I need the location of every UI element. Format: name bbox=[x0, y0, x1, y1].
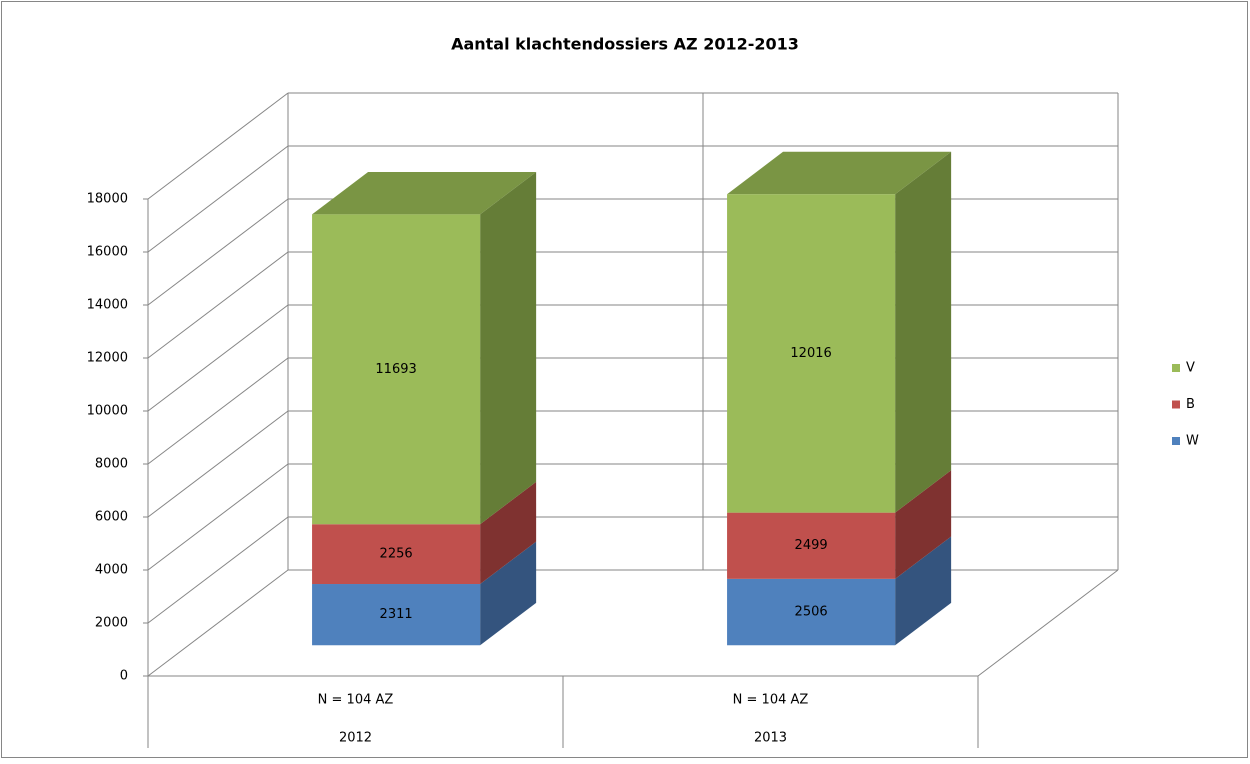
y-tick-label: 8000 bbox=[95, 457, 128, 472]
bar-top bbox=[727, 151, 952, 195]
chart-title: Aantal klachtendossiers AZ 2012-2013 bbox=[451, 35, 799, 54]
bar-side bbox=[895, 470, 952, 579]
wall-edge bbox=[977, 569, 1119, 677]
data-label: 2311 bbox=[380, 607, 413, 622]
y-tick-label: 18000 bbox=[87, 192, 128, 207]
bar-side bbox=[895, 151, 952, 513]
bar bbox=[312, 584, 481, 646]
x-subcategory-label: N = 104 AZ bbox=[733, 693, 809, 708]
data-label: 11693 bbox=[375, 362, 416, 377]
bar-side bbox=[480, 541, 537, 646]
data-label: 2499 bbox=[795, 538, 828, 553]
bar-top bbox=[312, 171, 537, 215]
bar-side bbox=[480, 171, 537, 525]
grid-line bbox=[147, 198, 289, 306]
data-label: 2506 bbox=[795, 605, 828, 620]
grid-line bbox=[147, 251, 289, 359]
y-tick-label: 14000 bbox=[87, 298, 128, 313]
legend-swatch bbox=[1172, 364, 1180, 372]
data-label: 12016 bbox=[790, 346, 831, 361]
y-tick-label: 10000 bbox=[87, 404, 128, 419]
y-tick-label: 16000 bbox=[87, 245, 128, 260]
legend-label: B bbox=[1186, 397, 1195, 412]
bar bbox=[727, 512, 896, 579]
legend-label: V bbox=[1186, 361, 1195, 376]
grid-line bbox=[147, 516, 289, 624]
legend-swatch bbox=[1172, 400, 1180, 409]
grid-line bbox=[147, 569, 289, 677]
grid-line bbox=[147, 410, 289, 518]
x-subcategory-label: N = 104 AZ bbox=[318, 693, 394, 708]
data-label: 2256 bbox=[380, 547, 413, 562]
grid-line bbox=[147, 145, 289, 253]
y-tick-label: 6000 bbox=[95, 510, 128, 525]
bar bbox=[727, 578, 896, 646]
bar-side bbox=[895, 536, 952, 646]
grid-line bbox=[147, 92, 289, 200]
y-tick-label: 12000 bbox=[87, 351, 128, 366]
x-tick-label: 2012 bbox=[339, 731, 372, 746]
x-tick-label: 2013 bbox=[754, 731, 787, 746]
y-tick-label: 2000 bbox=[95, 616, 128, 631]
bar bbox=[312, 214, 481, 525]
legend-swatch bbox=[1172, 437, 1180, 445]
bar-side bbox=[480, 481, 537, 585]
grid-line bbox=[147, 357, 289, 465]
y-tick-label: 4000 bbox=[95, 563, 128, 578]
legend-label: W bbox=[1186, 434, 1199, 449]
bar bbox=[727, 194, 896, 513]
grid-line bbox=[147, 304, 289, 412]
bar bbox=[312, 524, 481, 585]
y-tick-label: 0 bbox=[120, 669, 128, 684]
grid-line bbox=[147, 463, 289, 571]
